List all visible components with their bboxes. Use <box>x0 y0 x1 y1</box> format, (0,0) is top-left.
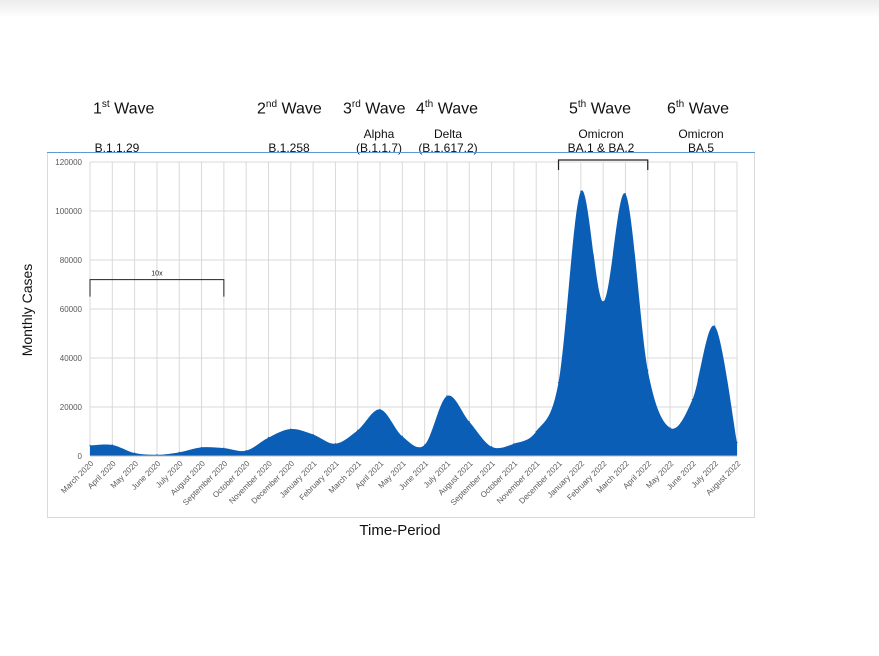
data-point <box>424 444 426 446</box>
wave-5-variant: Omicron BA.1 & BA.2 <box>567 127 635 155</box>
data-point <box>89 444 91 447</box>
data-point <box>557 381 560 384</box>
data-point <box>691 399 693 401</box>
data-point <box>602 301 604 303</box>
wave-4-title: 4th Wave <box>416 99 479 118</box>
wave-3-title: 3rd Wave <box>343 99 406 118</box>
y-tick-label: 60000 <box>60 305 83 314</box>
data-point <box>446 395 448 397</box>
wave-6-title: 6th Wave <box>667 99 730 118</box>
annotation-label: 10x <box>151 271 163 278</box>
wave-3-variant: Alpha (B.1.1.7) <box>355 127 403 155</box>
data-point <box>624 193 627 195</box>
data-point <box>647 369 649 371</box>
data-point <box>580 190 582 192</box>
wave-6-variant: Omicron BA.5 <box>678 127 724 155</box>
data-point <box>669 427 671 429</box>
chart-top-line <box>47 152 755 153</box>
wave-1-title: 1st Wave <box>93 99 155 118</box>
data-point <box>312 433 314 436</box>
series-area <box>90 190 737 456</box>
data-point <box>267 437 270 439</box>
data-point <box>178 451 180 453</box>
data-point <box>468 421 470 423</box>
data-point <box>200 446 203 449</box>
wave-5-title: 5th Wave <box>569 99 632 118</box>
data-point <box>736 441 738 444</box>
annotation-bracket <box>89 279 225 297</box>
wave-2-variant: B.1.258 <box>268 141 310 155</box>
data-point <box>379 408 381 411</box>
data-point <box>714 325 716 327</box>
data-point <box>111 444 113 446</box>
y-tick-label: 20000 <box>60 403 83 412</box>
y-axis-label: Monthly Cases <box>19 263 35 357</box>
y-tick-label: 40000 <box>60 354 83 363</box>
data-point <box>535 430 537 433</box>
wave-5-bracket <box>557 159 649 170</box>
data-point <box>156 454 158 456</box>
data-point <box>290 428 292 430</box>
data-point <box>513 443 515 445</box>
y-tick-label: 120000 <box>55 158 82 167</box>
data-point <box>490 446 493 448</box>
data-point <box>223 447 225 449</box>
data-point <box>245 450 247 452</box>
y-tick-label: 0 <box>78 452 83 461</box>
data-point <box>357 429 359 431</box>
data-point <box>334 443 337 445</box>
wave-2-title: 2nd Wave <box>257 99 322 118</box>
wave-1-variant: B.1.1.29 <box>94 141 140 155</box>
y-tick-label: 100000 <box>55 207 82 216</box>
wave-4-variant: Delta (B.1.617.2) <box>418 127 478 155</box>
x-axis-label: Time-Period <box>359 522 441 539</box>
y-tick-label: 80000 <box>60 256 83 265</box>
top-shade <box>0 0 879 18</box>
data-point <box>401 435 403 437</box>
data-point <box>134 452 136 454</box>
